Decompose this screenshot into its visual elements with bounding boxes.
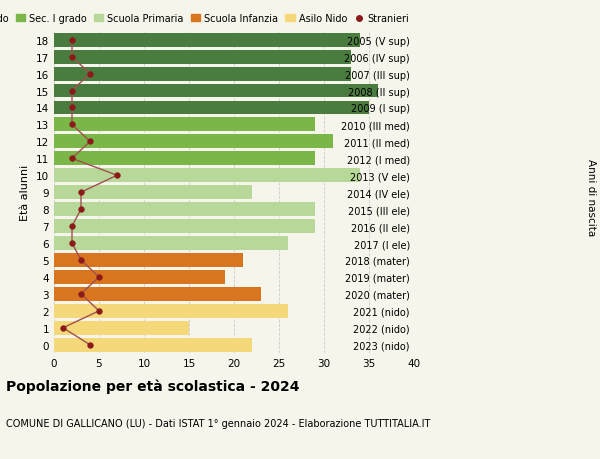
Bar <box>54 338 252 352</box>
Bar <box>54 203 315 217</box>
Bar <box>54 220 315 234</box>
Bar <box>54 186 252 200</box>
Bar <box>54 169 360 183</box>
Bar <box>54 101 369 115</box>
Bar <box>54 304 288 318</box>
Bar <box>54 152 315 166</box>
Legend: Sec. II grado, Sec. I grado, Scuola Primaria, Scuola Infanzia, Asilo Nido, Stran: Sec. II grado, Sec. I grado, Scuola Prim… <box>0 14 409 24</box>
Bar <box>54 118 315 132</box>
Bar <box>54 321 189 335</box>
Text: Popolazione per età scolastica - 2024: Popolazione per età scolastica - 2024 <box>6 379 299 393</box>
Bar <box>54 50 351 64</box>
Text: COMUNE DI GALLICANO (LU) - Dati ISTAT 1° gennaio 2024 - Elaborazione TUTTITALIA.: COMUNE DI GALLICANO (LU) - Dati ISTAT 1°… <box>6 418 430 428</box>
Bar <box>54 270 225 284</box>
Bar <box>54 253 243 267</box>
Bar <box>54 287 261 301</box>
Bar <box>54 34 360 48</box>
Bar <box>54 67 351 81</box>
Bar <box>54 135 333 149</box>
Bar <box>54 84 378 98</box>
Text: Anni di nascita: Anni di nascita <box>586 159 596 236</box>
Y-axis label: Età alunni: Età alunni <box>20 165 31 221</box>
Bar <box>54 236 288 251</box>
